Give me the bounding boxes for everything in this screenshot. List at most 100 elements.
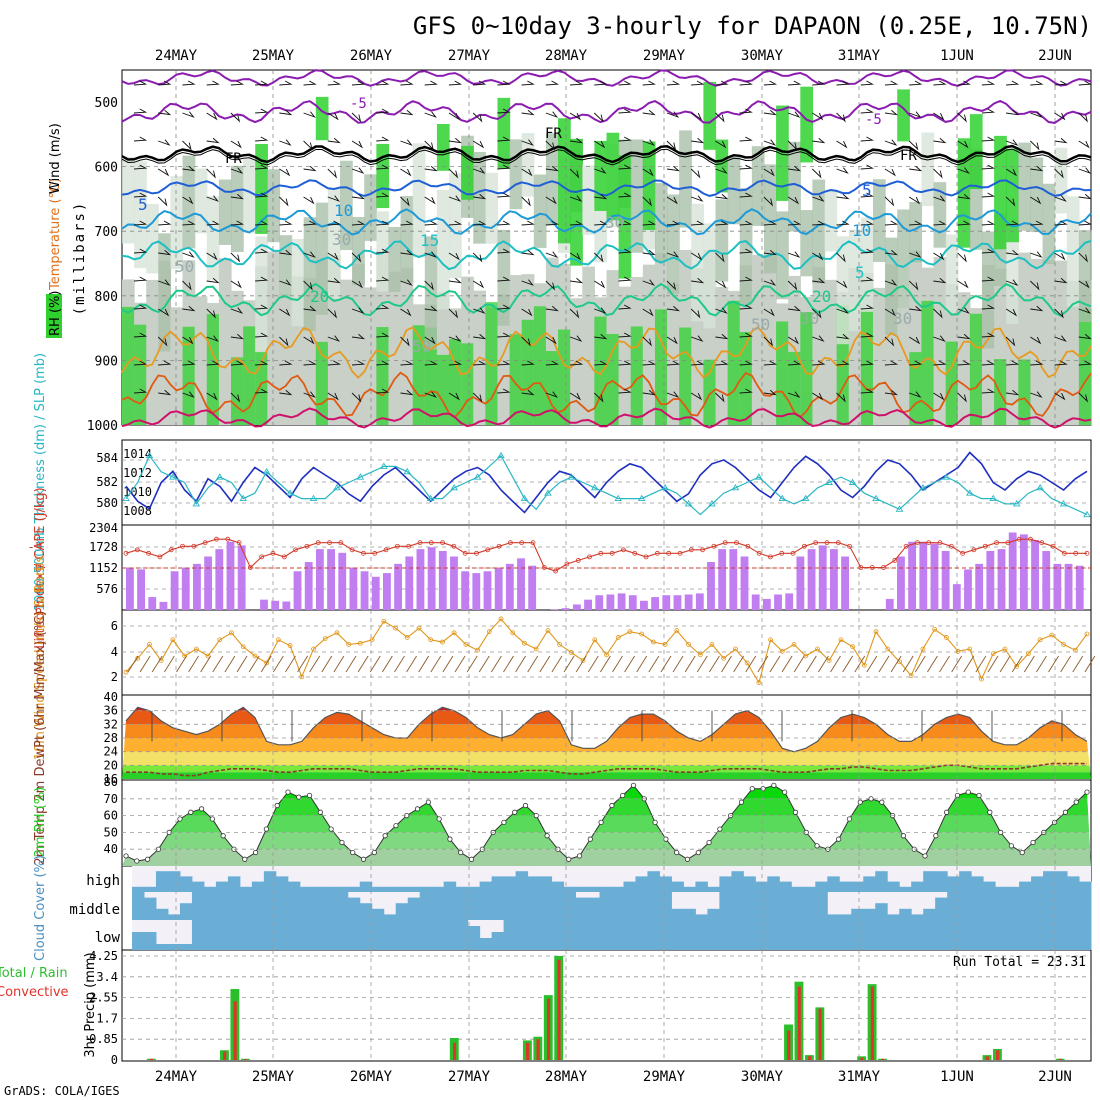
wind-barb — [715, 252, 725, 263]
tick-label: 1012 — [123, 466, 152, 480]
wind-barb — [497, 136, 511, 142]
rh-point — [1062, 809, 1069, 815]
wind-barb — [497, 332, 511, 338]
rh-green-column — [897, 89, 910, 142]
rh-green-column — [994, 135, 1007, 250]
wind-speed-point — [639, 631, 645, 637]
lifted-index-point — [756, 550, 762, 556]
wind-barb — [987, 655, 999, 673]
cloud-bar — [959, 892, 972, 920]
cloud-bar — [1031, 876, 1044, 892]
temp-band — [122, 751, 1091, 766]
rh-mid-fill — [630, 139, 644, 253]
wind-barb — [836, 360, 850, 366]
rh-point — [296, 794, 302, 800]
wind-barb — [351, 333, 366, 340]
wind-barb — [642, 139, 655, 146]
wind-barb — [400, 336, 410, 347]
wind-barb — [303, 111, 316, 118]
cloud-bar — [455, 920, 469, 950]
wind-barb — [715, 333, 729, 340]
wind-barb — [448, 277, 462, 284]
wind-speed-point — [967, 646, 973, 652]
wind-barb — [884, 360, 899, 366]
lifted-index-point — [1084, 550, 1090, 556]
cloud-bar — [851, 920, 864, 950]
wind-barb — [200, 655, 212, 673]
wind-barb — [206, 80, 220, 86]
precip-convective-bar — [1058, 1058, 1062, 1060]
contour-label: 5 — [862, 181, 872, 200]
precip-convective-bar — [985, 1056, 989, 1060]
wind-barb — [230, 112, 241, 123]
cloud-bar — [587, 920, 601, 950]
cape-bar — [494, 567, 503, 610]
wind-speed-point — [1002, 646, 1008, 652]
bottom-date-label: 26MAY — [350, 1069, 393, 1085]
wind-barb — [933, 252, 945, 261]
cape-bar — [785, 593, 794, 610]
cloud-bar — [863, 920, 876, 950]
cloud-bar — [755, 892, 768, 920]
rh-gray-fill — [1030, 258, 1044, 425]
wind-barb — [230, 193, 244, 200]
wind-barb — [133, 332, 148, 338]
wind-barb — [763, 80, 778, 86]
cloud-bar — [995, 920, 1008, 950]
rh-point — [544, 833, 550, 839]
wind-barb — [182, 165, 196, 172]
wind-barb — [981, 220, 996, 226]
rh-mid-fill — [945, 234, 959, 313]
lifted-index-point — [180, 543, 185, 549]
cloud-bar — [395, 886, 409, 892]
wind-barb — [230, 307, 244, 314]
cloud-bar — [227, 920, 241, 950]
wind-barb — [884, 308, 896, 317]
pressure-axis: 500 600 700 800 900 1000 — [87, 96, 118, 434]
lifted-index-point — [1061, 550, 1067, 556]
wind-barb — [1054, 252, 1066, 261]
cloud-bar — [923, 920, 936, 950]
wind-barb — [182, 111, 195, 118]
wind-barb — [957, 140, 969, 149]
wind-barb — [1005, 196, 1016, 207]
wind-speed-point — [943, 635, 949, 640]
wind-barb — [376, 360, 390, 366]
cape-bar — [718, 549, 727, 610]
rh-point — [879, 799, 885, 805]
wind-barb — [424, 220, 438, 226]
cloud-bar — [527, 892, 541, 920]
wind-barb — [309, 655, 321, 673]
wind-barb — [448, 252, 460, 261]
wind-barb — [957, 112, 967, 123]
wind-barb — [787, 391, 801, 398]
lifted-index-point — [915, 540, 920, 546]
lifted-index-point — [621, 547, 626, 553]
cloud-bar — [887, 914, 900, 920]
wind-barb — [521, 139, 534, 146]
rh-point — [306, 792, 313, 799]
tick-label: 60 — [104, 809, 118, 823]
cape-bar — [964, 569, 972, 610]
cloud-bar — [743, 892, 756, 920]
wind-barb — [248, 655, 260, 673]
rh-gray-fill — [400, 268, 414, 425]
wind-barb — [376, 304, 390, 310]
rh-green-fill — [134, 324, 147, 425]
wind-barb — [696, 655, 708, 673]
bottom-date-label: 28MAY — [545, 1069, 588, 1085]
contour-label: FR — [900, 148, 917, 164]
rh-green-column — [436, 124, 450, 171]
wind-speed-point — [686, 642, 691, 647]
wind-barb — [788, 220, 802, 226]
rh-gray-fill — [642, 264, 656, 425]
wind-barb — [860, 220, 874, 226]
wind-barb — [376, 220, 390, 226]
wind-barb — [594, 140, 606, 149]
wind-speed-point — [756, 680, 762, 685]
rh-gray-fill — [1042, 260, 1056, 425]
wind-barb — [182, 305, 196, 312]
rh-bands — [122, 785, 1091, 866]
rh-green-column — [461, 145, 474, 200]
cloud-bar — [935, 897, 948, 920]
